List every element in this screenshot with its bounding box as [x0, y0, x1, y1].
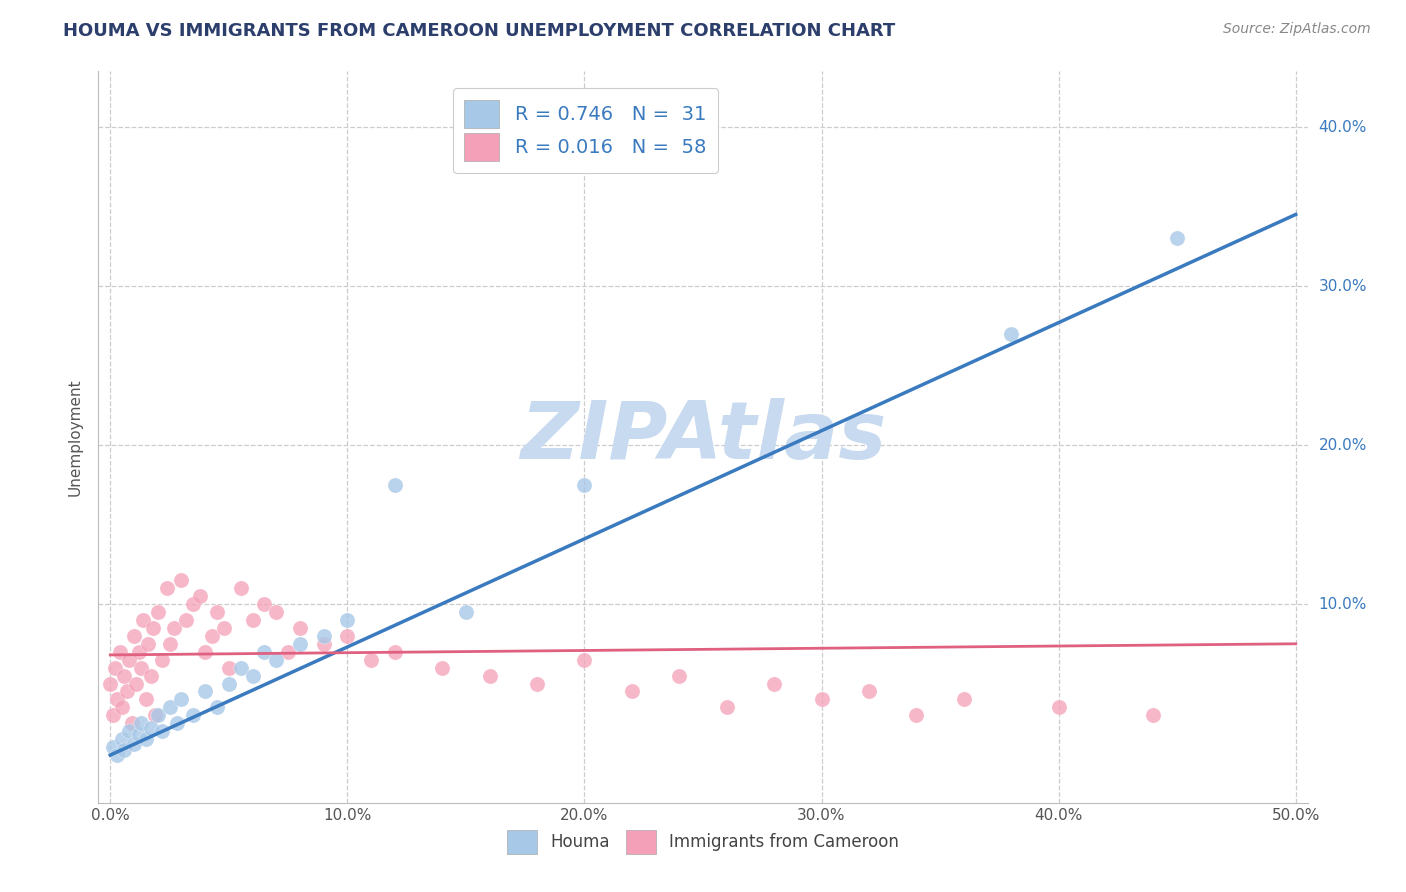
Point [454, 605, 477, 619]
Point [128, 645, 150, 659]
Point [205, 605, 228, 619]
Point [142, 621, 165, 635]
Point [111, 700, 134, 714]
Point [277, 645, 299, 659]
Point [152, 724, 174, 739]
Point [159, 637, 181, 651]
Point [190, 589, 212, 603]
Point [574, 477, 596, 491]
Point [574, 653, 596, 667]
Point [98, 676, 121, 690]
Text: 30.0%: 30.0% [1319, 278, 1367, 293]
Point [104, 660, 127, 674]
Point [122, 737, 145, 751]
Point [101, 708, 124, 723]
Point [114, 668, 136, 682]
Point [478, 668, 501, 682]
Point [129, 716, 152, 731]
Point [205, 700, 228, 714]
Point [146, 708, 169, 723]
Point [111, 732, 134, 747]
Point [229, 660, 252, 674]
Point [118, 724, 141, 739]
Point [194, 645, 217, 659]
Point [763, 676, 786, 690]
Text: 20.0%: 20.0% [1319, 438, 1367, 452]
Point [218, 660, 240, 674]
Point [201, 629, 224, 643]
Point [242, 613, 264, 627]
Point [312, 629, 335, 643]
Point [336, 629, 359, 643]
Point [156, 581, 179, 595]
Point [229, 581, 252, 595]
Point [212, 621, 235, 635]
Text: Source: ZipAtlas.com: Source: ZipAtlas.com [1223, 22, 1371, 37]
Point [135, 692, 157, 706]
Point [432, 660, 454, 674]
Point [1142, 708, 1164, 723]
Point [101, 740, 124, 755]
Point [146, 605, 169, 619]
Point [139, 721, 162, 735]
Point [952, 692, 974, 706]
Point [122, 629, 145, 643]
Point [170, 573, 193, 587]
Point [181, 597, 204, 611]
Text: ZIPAtlas: ZIPAtlas [520, 398, 886, 476]
Point [620, 684, 643, 698]
Point [105, 748, 128, 763]
Point [152, 653, 174, 667]
Point [242, 668, 264, 682]
Point [166, 716, 188, 731]
Point [114, 743, 136, 757]
Point [526, 676, 548, 690]
Point [253, 645, 276, 659]
Point [288, 621, 311, 635]
Point [136, 637, 159, 651]
Point [264, 605, 287, 619]
Text: HOUMA VS IMMIGRANTS FROM CAMEROON UNEMPLOYMENT CORRELATION CHART: HOUMA VS IMMIGRANTS FROM CAMEROON UNEMPL… [63, 22, 896, 40]
Point [384, 645, 406, 659]
Point [105, 692, 128, 706]
Point [1047, 700, 1070, 714]
Point [716, 700, 738, 714]
Point [143, 708, 166, 723]
Point [360, 653, 382, 667]
Point [139, 668, 162, 682]
Point [159, 700, 181, 714]
Point [129, 660, 152, 674]
Text: 40.0%: 40.0% [1319, 120, 1367, 135]
Point [121, 716, 143, 731]
Point [905, 708, 928, 723]
Point [336, 613, 359, 627]
Point [858, 684, 880, 698]
Point [810, 692, 832, 706]
Y-axis label: Unemployment: Unemployment [67, 378, 83, 496]
Point [163, 621, 186, 635]
Point [170, 692, 193, 706]
Point [181, 708, 204, 723]
Point [264, 653, 287, 667]
Text: 10.0%: 10.0% [1319, 597, 1367, 612]
Point [128, 727, 150, 741]
Point [218, 676, 240, 690]
Point [108, 645, 131, 659]
Legend: Houma, Immigrants from Cameroon: Houma, Immigrants from Cameroon [501, 823, 905, 860]
Point [135, 732, 157, 747]
Point [132, 613, 155, 627]
Point [1000, 326, 1022, 341]
Point [125, 676, 148, 690]
Point [194, 684, 217, 698]
Point [1166, 231, 1188, 245]
Point [115, 684, 138, 698]
Point [312, 637, 335, 651]
Point [668, 668, 690, 682]
Point [384, 477, 406, 491]
Point [288, 637, 311, 651]
Point [174, 613, 197, 627]
Point [253, 597, 276, 611]
Point [118, 653, 141, 667]
